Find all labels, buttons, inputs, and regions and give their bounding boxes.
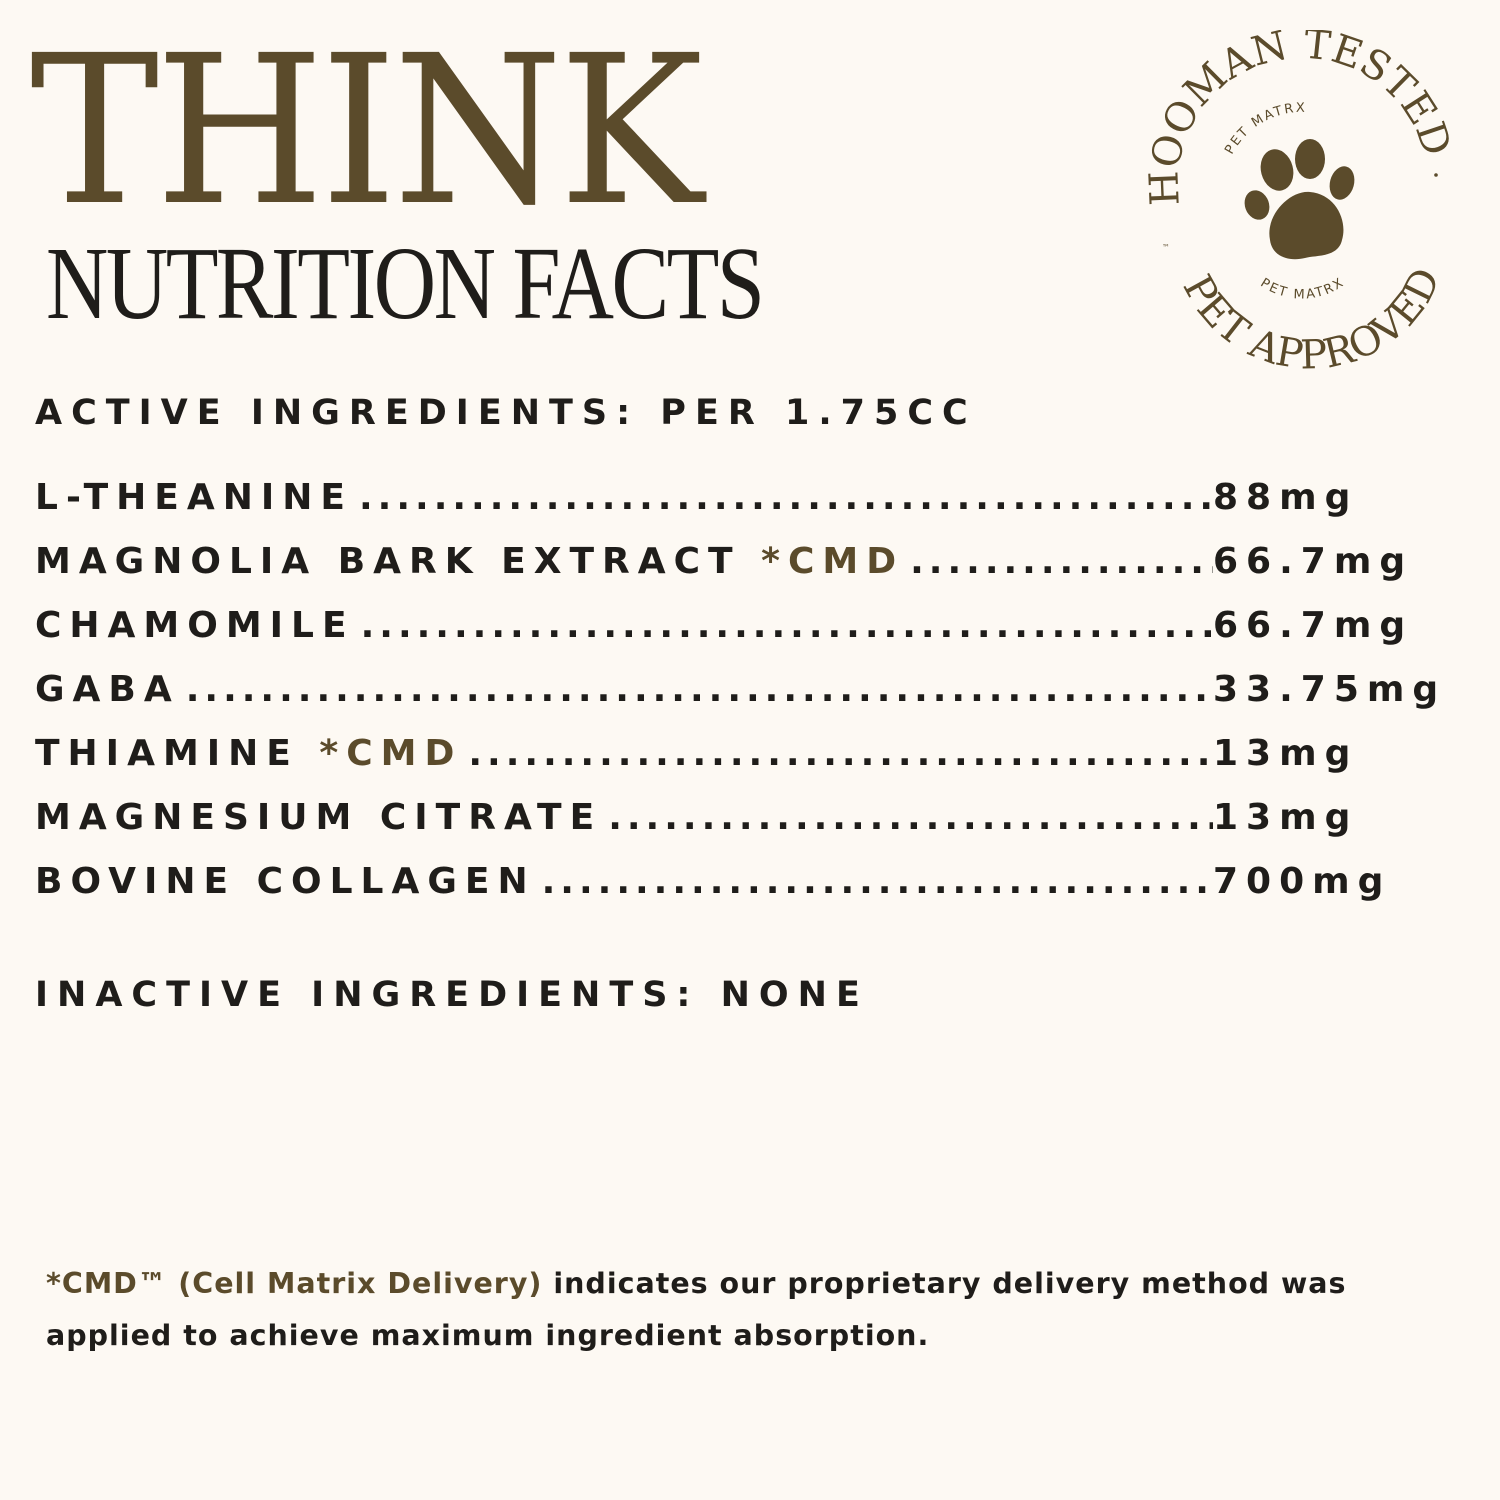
ingredient-name: CHAMOMILE: [35, 606, 355, 646]
cmd-tag: *CMD: [761, 541, 905, 582]
ingredient-name: GABA: [35, 670, 180, 710]
ingredient-amount: 66.7mg: [1213, 541, 1414, 582]
inactive-ingredients-heading: INACTIVE INGREDIENTS: NONE: [35, 975, 869, 1015]
ingredient-name: THIAMINE *CMD: [35, 734, 462, 774]
ingredient-row: GABA....................................…: [35, 670, 1438, 734]
ingredient-name-text: L-THEANINE: [35, 477, 353, 518]
dot-leader: ........................................…: [910, 542, 1213, 582]
dot-leader: ........................................…: [358, 478, 1213, 518]
ingredient-name-text: CHAMOMILE: [35, 605, 355, 646]
ingredient-name-text: MAGNOLIA BARK EXTRACT: [35, 541, 762, 582]
ingredient-amount: 13mg: [1213, 733, 1359, 774]
cmd-footnote: *CMD™ (Cell Matrix Delivery) indicates o…: [46, 1258, 1466, 1362]
page-subtitle: NUTRITION FACTS: [46, 226, 765, 341]
ingredient-row: CHAMOMILE...............................…: [35, 606, 1405, 670]
dot-leader: ........................................…: [541, 862, 1213, 902]
ingredient-row: L-THEANINE..............................…: [35, 478, 1350, 542]
ingredient-amount: 13mg: [1213, 797, 1359, 838]
ingredient-row: THIAMINE *CMD...........................…: [35, 734, 1350, 798]
ingredient-name: MAGNOLIA BARK EXTRACT *CMD: [35, 542, 904, 582]
ingredient-amount: 88mg: [1213, 477, 1359, 518]
ingredient-list: L-THEANINE..............................…: [35, 478, 1438, 926]
ingredient-row: BOVINE COLLAGEN ........................…: [35, 862, 1383, 926]
cmd-footnote-highlight: *CMD™ (Cell Matrix Delivery): [46, 1267, 543, 1300]
cmd-tag: *CMD: [319, 733, 463, 774]
ingredient-name: L-THEANINE: [35, 478, 353, 518]
ingredient-name-text: BOVINE COLLAGEN: [35, 861, 536, 902]
dot-leader: ........................................…: [360, 606, 1213, 646]
active-ingredients-heading: ACTIVE INGREDIENTS: PER 1.75CC: [35, 393, 977, 433]
ingredient-name-text: THIAMINE: [35, 733, 320, 774]
dot-leader: ........................................…: [185, 670, 1213, 710]
ingredient-row: MAGNOLIA BARK EXTRACT *CMD..............…: [35, 542, 1405, 606]
hooman-tested-badge: HOOMAN TESTED PET APPROVED PET MATRX PET…: [1141, 30, 1459, 379]
ingredient-name: MAGNESIUM CITRATE: [35, 798, 602, 838]
dot-leader: ........................................…: [468, 734, 1213, 774]
ingredient-amount: 33.75mg: [1213, 669, 1447, 710]
dot-leader: ........................................…: [608, 798, 1213, 838]
ingredient-name-text: MAGNESIUM CITRATE: [35, 797, 603, 838]
badge-bottom-text: PET APPROVED: [1174, 261, 1450, 379]
ingredient-amount: 700mg: [1213, 861, 1392, 902]
paw-print-icon: [1244, 139, 1355, 260]
trademark-mark: ™: [1162, 243, 1170, 252]
ingredient-amount: 66.7mg: [1213, 605, 1414, 646]
cmd-footnote-text: indicates our proprietary delivery metho…: [46, 1267, 1347, 1352]
badge-inner-bottom: PET MATRX: [1258, 275, 1348, 303]
ingredient-row: MAGNESIUM CITRATE.......................…: [35, 798, 1350, 862]
badge-dot: [1434, 173, 1438, 177]
badge-inner-top: PET MATRX: [1222, 101, 1307, 157]
ingredient-name: BOVINE COLLAGEN: [35, 862, 536, 902]
ingredient-name-text: GABA: [35, 669, 180, 710]
badge-top-text: HOOMAN TESTED: [1141, 30, 1459, 207]
product-title: THINK: [30, 11, 704, 251]
